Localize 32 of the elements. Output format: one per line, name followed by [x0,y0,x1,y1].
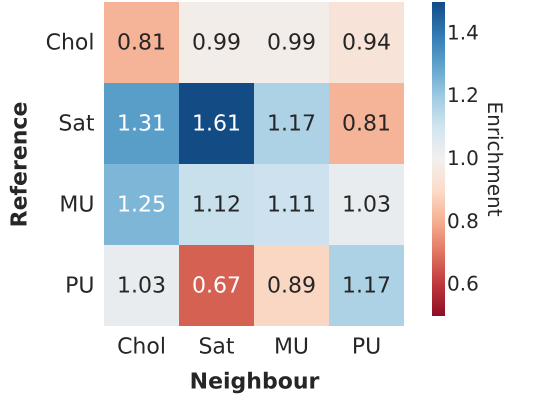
y-tick-label: Chol [46,30,94,56]
data-label: 0.94 [342,30,391,56]
data-label: 1.03 [117,274,166,298]
color-bar-label: 1.2 [447,83,479,108]
x-tick-label: Chol [117,334,166,360]
data-label: 1.12 [192,192,241,218]
data-label: 1.17 [267,112,316,136]
data-label: 1.25 [117,192,166,218]
data-label: 0.99 [267,30,316,56]
x-tick-label: Sat [198,334,235,360]
x-tick-label: PU [352,334,382,360]
data-label: 1.17 [342,274,391,298]
data-label: 0.89 [267,274,316,298]
color-bar-label: 0.8 [447,208,479,233]
color-bar-label: 0.6 [447,272,479,296]
color-bar-label: 1.0 [447,146,479,170]
x-axis-title: Neighbour [190,370,320,394]
y-tick-label: Sat [58,112,95,136]
data-label: 0.99 [192,30,241,56]
x-tick-label: MU [274,334,310,360]
color-bar-title: Enrichment [483,101,507,217]
data-label: 0.81 [342,112,391,136]
data-label: 0.67 [192,274,241,298]
y-tick-label: MU [59,192,94,218]
data-label: 0.81 [117,30,166,56]
data-label: 1.31 [117,112,166,136]
y-axis-title: Reference [8,102,33,228]
data-label: 1.11 [267,192,316,218]
color-bar-label: 1.4 [447,20,479,44]
data-label: 1.03 [342,192,391,218]
data-label: 1.61 [192,112,241,136]
y-tick-label: PU [65,274,94,298]
